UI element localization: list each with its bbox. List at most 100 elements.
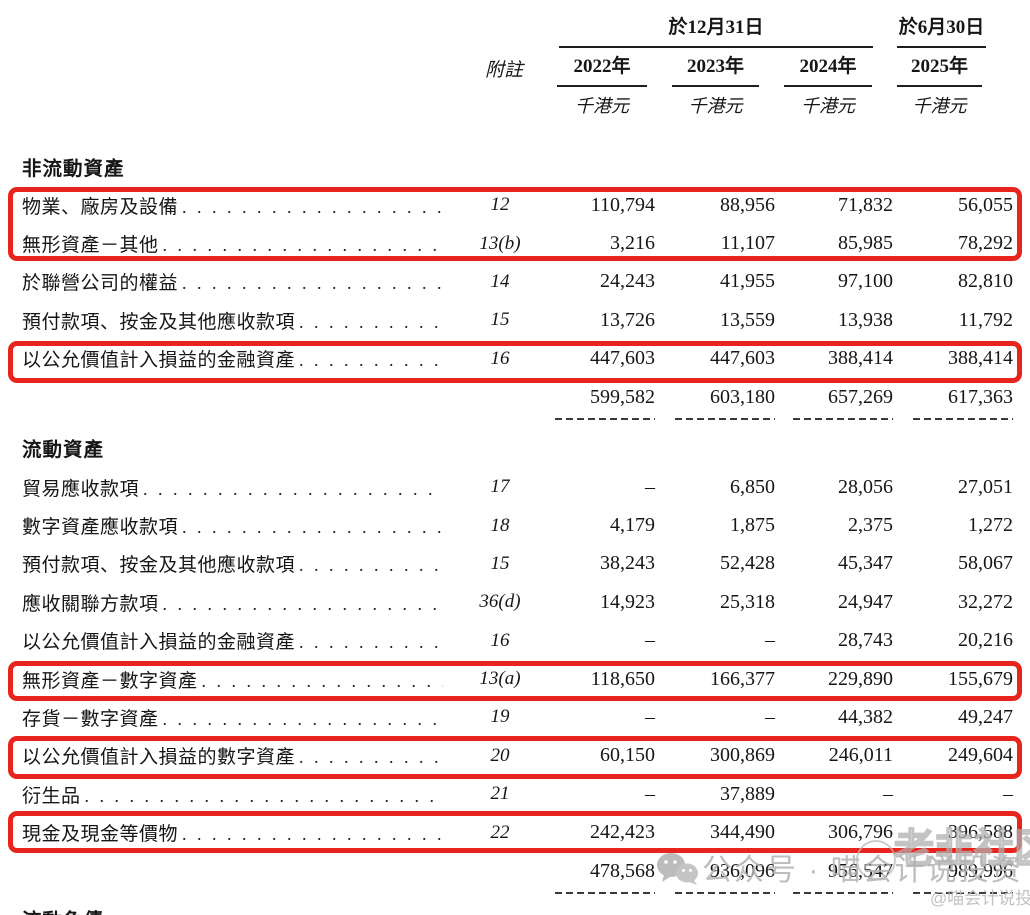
value-cell: 3,216 (610, 232, 655, 255)
table-row-fvtpl-financial-current: 以公允價值計入損益的金融資產 16 – – 28,743 20,216 (0, 622, 1030, 660)
value-cell: 78,292 (958, 232, 1013, 255)
value-cell: 13,559 (720, 308, 775, 331)
unit-label: 千港元 (575, 96, 629, 116)
table-row-prepayments-current: 預付款項、按金及其他應收款項 15 38,243 52,428 45,347 5… (0, 545, 1030, 583)
value-cell: 49,247 (958, 705, 1013, 728)
value-cell: 242,423 (590, 821, 655, 844)
highlight-box-fvtpl-financial (8, 341, 1022, 383)
table-row-derivatives: 衍生品 21 – 37,889 – – (0, 775, 1030, 813)
value-cell: – (1003, 782, 1013, 805)
unit-label: 千港元 (801, 96, 855, 116)
value-cell: 396,588 (948, 821, 1013, 844)
note-cell: 22 (490, 821, 510, 843)
subtotal-row-current: 478,568 936,096 956,547 989,996 (0, 852, 1030, 902)
value-cell: 13,726 (600, 308, 655, 331)
value-cell: – (883, 782, 893, 805)
note-cell: 36(d) (479, 591, 521, 613)
value-cell: 4,179 (610, 514, 655, 537)
note-cell: 15 (490, 552, 510, 574)
table-row-digital-asset-receivables: 數字資產應收款項 18 4,179 1,875 2,375 1,272 (0, 506, 1030, 544)
subtotal-value: 936,096 (710, 859, 775, 882)
row-label: 無形資產－數字資產 (22, 670, 198, 692)
year-header-2023: 2023年 (672, 51, 759, 87)
value-cell: 249,604 (948, 744, 1013, 767)
dashed-underline (913, 891, 1013, 894)
note-cell: 16 (490, 629, 510, 651)
row-label: 預付款項、按金及其他應收款項 (22, 311, 296, 333)
row-label: 無形資產－其他 (22, 235, 159, 257)
table-row-cash-equivalents: 現金及現金等價物 22 242,423 344,490 306,796 396,… (0, 813, 1030, 851)
value-cell: 13,938 (838, 308, 893, 331)
note-cell: 21 (490, 783, 510, 805)
value-cell: 166,377 (710, 667, 775, 690)
row-label: 物業、廠房及設備 (22, 196, 179, 218)
value-cell: 24,243 (600, 270, 655, 293)
subtotal-value: 989,996 (948, 859, 1013, 882)
table-row-intangible-digital-assets: 無形資產－數字資產 13(a) 118,650 166,377 229,890 … (0, 660, 1030, 698)
value-cell: 28,743 (838, 629, 893, 652)
value-cell: 344,490 (710, 821, 775, 844)
value-cell: 306,796 (828, 821, 893, 844)
value-cell: – (765, 705, 775, 728)
year-header-2024: 2024年 (784, 51, 872, 87)
table-row-trade-receivables: 貿易應收款項 17 – 6,850 28,056 27,051 (0, 468, 1030, 506)
note-cell: 12 (490, 194, 510, 216)
note-cell: 15 (490, 309, 510, 331)
dot-leader (163, 709, 443, 730)
dashed-underline (555, 891, 655, 894)
value-cell: – (645, 705, 655, 728)
dashed-underline (555, 417, 655, 420)
value-cell: 388,414 (828, 347, 893, 370)
dashed-underline (793, 891, 893, 894)
highlight-box-fvtpl-digital (8, 736, 1022, 779)
row-label: 貿易應收款項 (22, 478, 140, 500)
row-label: 應收關聯方款項 (22, 593, 159, 615)
dot-leader (143, 479, 443, 500)
table-row-prepayments-nc: 預付款項、按金及其他應收款項 15 13,726 13,559 13,938 1… (0, 301, 1030, 339)
value-cell: 38,243 (600, 552, 655, 575)
value-cell: 37,889 (720, 782, 775, 805)
table-row-associates: 於聯營公司的權益 14 24,243 41,955 97,100 82,810 (0, 263, 1030, 301)
value-cell: 300,869 (710, 744, 775, 767)
value-cell: 388,414 (948, 347, 1013, 370)
table-row-fvtpl-financial-nc: 以公允價值計入損益的金融資產 16 447,603 447,603 388,41… (0, 340, 1030, 378)
value-cell: 41,955 (720, 270, 775, 293)
subtotal-row-noncurrent: 599,582 603,180 657,269 617,363 (0, 378, 1030, 428)
dashed-underline (793, 417, 893, 420)
subtotal-value: 617,363 (948, 385, 1013, 408)
value-cell: – (645, 629, 655, 652)
row-label: 衍生品 (22, 785, 81, 807)
row-label: 以公允價值計入損益的數字資產 (22, 747, 296, 769)
note-cell: 20 (490, 744, 510, 766)
dot-leader (85, 786, 443, 807)
highlight-box-cash (8, 811, 1022, 853)
row-label: 數字資產應收款項 (22, 517, 179, 539)
value-cell: 82,810 (958, 270, 1013, 293)
note-cell: 18 (490, 514, 510, 536)
value-cell: 2,375 (848, 514, 893, 537)
value-cell: 45,347 (838, 552, 893, 575)
value-cell: 25,318 (720, 590, 775, 613)
subtotal-value: 657,269 (828, 385, 893, 408)
unit-label: 千港元 (688, 96, 743, 116)
value-cell: 1,272 (968, 514, 1013, 537)
subtotal-value: 478,568 (590, 859, 655, 882)
note-column-header: 附註 (484, 60, 523, 81)
value-cell: 71,832 (838, 193, 893, 216)
value-cell: 14,923 (600, 590, 655, 613)
value-cell: 110,794 (590, 193, 655, 216)
value-cell: – (645, 475, 655, 498)
dot-leader (182, 517, 443, 538)
row-label: 以公允價值計入損益的金融資產 (22, 632, 296, 654)
value-cell: 56,055 (958, 193, 1013, 216)
note-cell: 14 (490, 270, 510, 292)
row-label: 於聯營公司的權益 (22, 273, 179, 295)
note-cell: 13(a) (479, 668, 521, 690)
column-group-dec31: 於12月31日 (559, 12, 873, 48)
year-header-2022: 2022年 (557, 51, 647, 87)
subtotal-value: 599,582 (590, 385, 655, 408)
table-row-ppe: 物業、廠房及設備 12 110,794 88,956 71,832 56,055 (0, 186, 1030, 224)
value-cell: 447,603 (710, 347, 775, 370)
value-cell: 447,603 (590, 347, 655, 370)
